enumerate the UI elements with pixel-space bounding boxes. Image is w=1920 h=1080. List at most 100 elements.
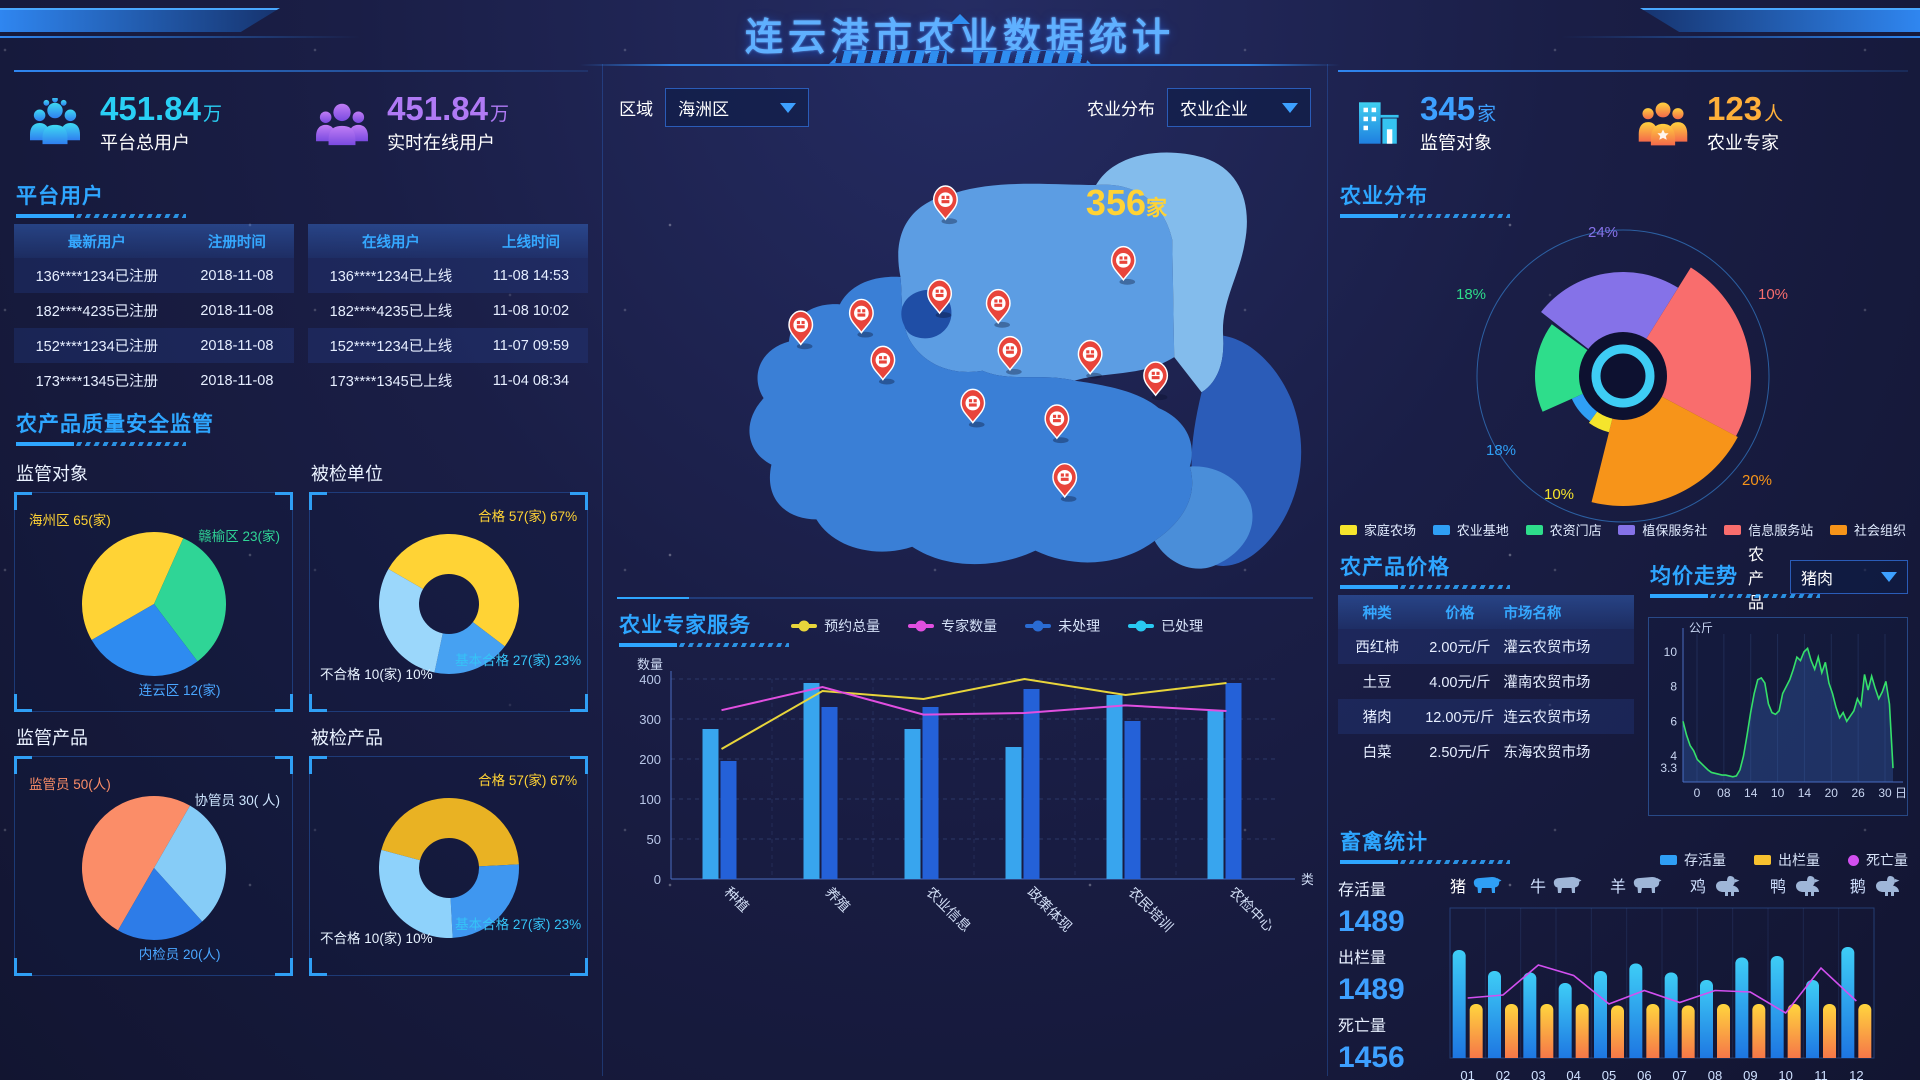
distribution-legend: 家庭农场 农业基地 农资门店 植保服务社 信息服务站 社会组织 — [1338, 520, 1908, 539]
svg-text:种植: 种植 — [721, 884, 752, 915]
table-cell: 2018-11-08 — [200, 267, 274, 284]
expert-service-legend: 预约总量 专家数量 未处理 已处理 — [791, 616, 1203, 636]
map-pin[interactable] — [997, 335, 1023, 375]
map-pin[interactable] — [933, 185, 958, 225]
table-cell: 182****4235已上线 — [329, 304, 453, 320]
stat-value: 123 — [1707, 89, 1763, 127]
chevron-down-icon — [1881, 572, 1897, 582]
legend-swatch — [1340, 524, 1357, 535]
animal-tab-猪[interactable]: 猪 — [1450, 872, 1502, 898]
legend-line-marker — [908, 620, 935, 632]
legend-item[interactable]: 存活量 — [1660, 850, 1726, 870]
svg-text:30: 30 — [1878, 786, 1892, 800]
svg-text:09: 09 — [1743, 1068, 1757, 1080]
chart-title: 被检产品 — [311, 728, 384, 748]
stat-value: 451.84 — [387, 89, 488, 127]
map-pin[interactable] — [960, 388, 986, 428]
map-pin[interactable] — [985, 288, 1011, 328]
legend-item[interactable]: 预约总量 — [791, 616, 880, 636]
map-pin[interactable] — [927, 279, 953, 319]
svg-text:14: 14 — [1744, 786, 1758, 800]
stat-label: 实时在线用户 — [387, 132, 496, 153]
chart-title: 监管产品 — [16, 728, 88, 748]
legend-label: 死亡量 — [1866, 852, 1908, 868]
map-region-northeast[interactable] — [1096, 152, 1247, 393]
legend-item[interactable]: 家庭农场 — [1340, 520, 1416, 539]
pie-label: 监管员 50(人) — [29, 777, 111, 792]
chart-title: 监管对象 — [16, 464, 88, 484]
users-group-icon — [30, 98, 80, 145]
column-header: 在线用户 — [361, 234, 420, 251]
livestock-stat-value: 1489 — [1338, 973, 1405, 1006]
map-pin[interactable] — [870, 345, 896, 385]
legend-item[interactable]: 已处理 — [1128, 616, 1203, 636]
stat-online-users: 451.84 万 实时在线用户 — [301, 92, 588, 155]
column-header: 种类 — [1362, 605, 1392, 622]
trend-chart-box: 0 08 14 10 14 20 26 30日期 10 8 6 43.3 公斤 — [1648, 617, 1919, 816]
legend-item[interactable]: 农业基地 — [1432, 520, 1509, 539]
livestock-stat-label: 存活量 — [1338, 882, 1387, 899]
rose-percent-label: 10% — [1544, 486, 1575, 503]
svg-text:10: 10 — [1664, 645, 1678, 659]
stat-label: 平台总用户 — [100, 132, 190, 153]
rose-percent-label: 10% — [1758, 286, 1789, 303]
legend-item[interactable]: 专家数量 — [908, 616, 997, 636]
map-region-southeast[interactable] — [1154, 466, 1253, 569]
legend-item[interactable]: 死亡量 — [1848, 850, 1908, 870]
stat-unit: 万 — [202, 103, 222, 125]
map-pin[interactable] — [1044, 404, 1070, 444]
map-pin[interactable] — [1143, 361, 1169, 401]
table-cell: 11-08 10:02 — [492, 302, 570, 319]
map-pin[interactable] — [1052, 462, 1078, 502]
map-pin[interactable] — [848, 298, 874, 338]
table-cell: 152****1234已上线 — [329, 339, 453, 355]
animal-tab-鹅[interactable]: 鹅 — [1850, 872, 1902, 898]
legend-item[interactable]: 农资门店 — [1525, 520, 1602, 539]
pie-label: 赣榆区 23(家) — [198, 529, 281, 544]
legend-line-marker — [1025, 620, 1052, 632]
legend-dot — [1135, 620, 1147, 632]
trend-section: 均价走势 农产品 猪肉 0 08 14 10 14 20 26 30日期 10 8 6 43.3 公斤 — [1648, 541, 1919, 816]
legend-item[interactable]: 植保服务社 — [1618, 520, 1707, 539]
svg-text:日期: 日期 — [1895, 786, 1907, 800]
distribution-rose-chart: 24% 10% 20% 10% 18% 18% — [1338, 224, 1908, 523]
animal-tab-鸭[interactable]: 鸭 — [1770, 872, 1822, 898]
header-decoration-left — [0, 8, 430, 48]
left-panel: 451.84 万 平台总用户 — [0, 64, 604, 1076]
animal-tab-羊[interactable]: 羊 — [1610, 872, 1662, 898]
svg-text:07: 07 — [1672, 1068, 1686, 1080]
legend-dot — [915, 620, 927, 632]
pie-label: 不合格 10(家) 10% — [320, 931, 433, 946]
animal-tab-牛[interactable]: 牛 — [1530, 872, 1582, 898]
livestock-stat-label: 出栏量 — [1338, 950, 1387, 967]
title-decoration-triangle — [950, 14, 970, 24]
legend-item[interactable]: 信息服务站 — [1724, 520, 1813, 539]
legend-item[interactable]: 出栏量 — [1754, 850, 1820, 870]
table-header: 种类 价格 市场名称 — [1338, 595, 1634, 629]
legend-item[interactable]: 未处理 — [1025, 616, 1100, 636]
livestock-legend: 存活量 出栏量 死亡量 — [1660, 850, 1908, 870]
map-pin[interactable] — [1077, 339, 1103, 379]
legend-label: 专家数量 — [941, 618, 998, 634]
map-pin[interactable] — [1110, 245, 1136, 285]
table-cell: 152****1234已注册 — [35, 339, 159, 355]
map-region-north[interactable] — [898, 183, 1175, 381]
svg-text:08: 08 — [1708, 1068, 1722, 1080]
legend-dot — [798, 620, 810, 632]
experts-icon — [1638, 102, 1688, 146]
trend-product-dropdown[interactable]: 猪肉 — [1790, 560, 1908, 594]
table-cell: 2.50元/斤 — [1429, 745, 1491, 761]
header-underline — [580, 64, 1340, 66]
table-cell: 灌南农贸市场 — [1503, 675, 1591, 691]
legend-item[interactable]: 社会组织 — [1829, 520, 1906, 539]
section-title-livestock: 畜禽统计 — [1338, 816, 1510, 870]
svg-text:3.3: 3.3 — [1660, 761, 1677, 775]
legend-label: 农业基地 — [1456, 523, 1509, 538]
region-dropdown[interactable]: 海洲区 — [665, 88, 810, 127]
svg-text:养殖: 养殖 — [822, 884, 853, 915]
distribution-dropdown[interactable]: 农业企业 — [1167, 88, 1311, 127]
svg-text:0: 0 — [1694, 786, 1701, 800]
animal-tab-鸡[interactable]: 鸡 — [1690, 872, 1742, 898]
map-pin[interactable] — [788, 310, 814, 350]
svg-text:10: 10 — [1778, 1068, 1792, 1080]
